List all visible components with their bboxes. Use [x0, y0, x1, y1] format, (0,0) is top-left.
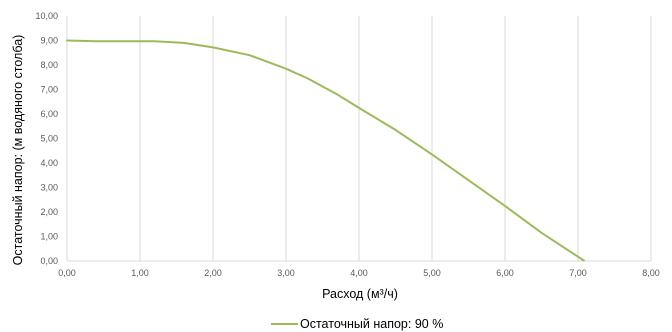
- x-tick-label: 4,00: [350, 268, 368, 278]
- y-tick-label: 10,00: [35, 11, 58, 21]
- x-tick-label: 1,00: [131, 268, 149, 278]
- x-tick-label: 5,00: [423, 268, 441, 278]
- y-tick-label: 4,00: [40, 158, 58, 168]
- axes: [66, 16, 651, 262]
- y-tick-label: 6,00: [40, 109, 58, 119]
- y-tick-label: 7,00: [40, 85, 58, 95]
- x-tick-label: 0,00: [58, 268, 76, 278]
- series-line-0: [66, 39, 585, 262]
- x-tick-label: 6,00: [496, 268, 514, 278]
- grid-lines: [139, 16, 652, 261]
- y-tick-label: 8,00: [40, 60, 58, 70]
- x-axis-title: Расход (м³/ч): [322, 287, 398, 301]
- y-tick-label: 0,00: [40, 256, 58, 266]
- x-tick-label: 3,00: [277, 268, 295, 278]
- y-tick-label: 3,00: [40, 183, 58, 193]
- series-lines: [66, 39, 585, 262]
- x-tick-label: 8,00: [642, 268, 660, 278]
- x-tick-label: 7,00: [569, 268, 587, 278]
- x-tick-labels: 0,00 1,00 2,00 3,00 4,00 5,00 6,00 7,00 8,00: [58, 268, 660, 278]
- legend: Остаточный напор: 90 %: [271, 317, 443, 331]
- x-tick-label: 2,00: [204, 268, 222, 278]
- y-tick-labels: 0,00 1,00 2,00 3,00 4,00 5,00 6,00 7,00 8,00 9,00…: [35, 11, 58, 266]
- y-tick-label: 1,00: [40, 232, 58, 242]
- y-tick-label: 5,00: [40, 134, 58, 144]
- y-tick-label: 9,00: [40, 36, 58, 46]
- y-tick-label: 2,00: [40, 207, 58, 217]
- legend-label: Остаточный напор: 90 %: [300, 317, 443, 331]
- y-axis-title: Остаточный напор: (м водяного столба): [11, 35, 25, 266]
